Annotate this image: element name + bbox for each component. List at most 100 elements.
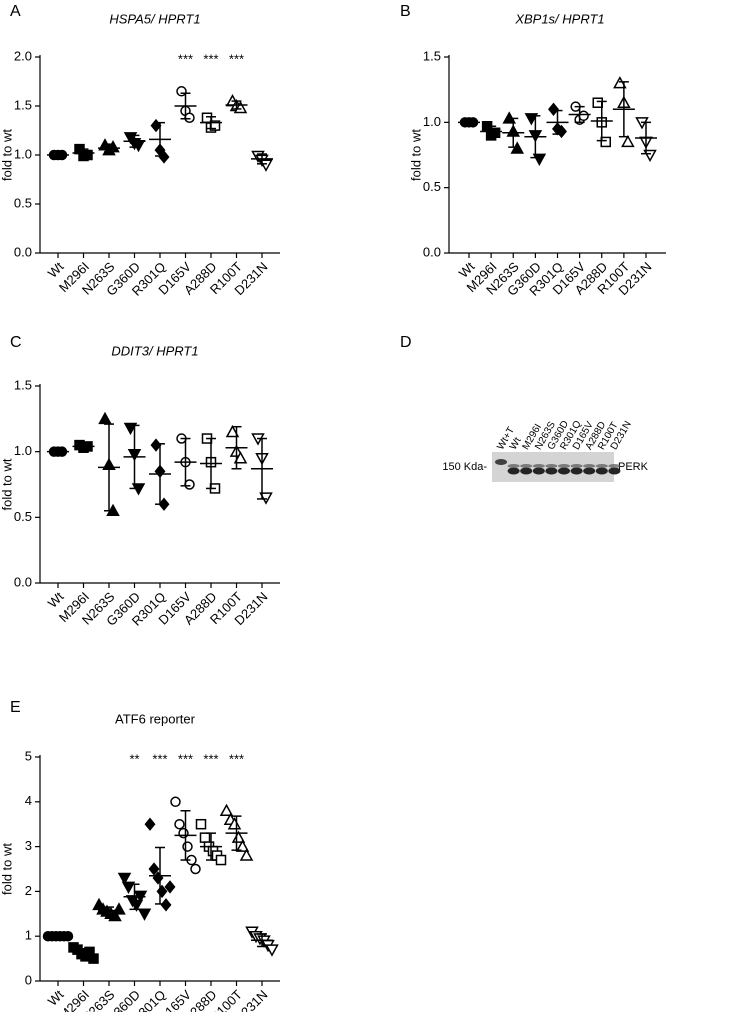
y-tick-label: 0.5 bbox=[14, 195, 32, 210]
data-point bbox=[578, 110, 589, 122]
data-point bbox=[219, 803, 234, 817]
data-point bbox=[195, 818, 207, 830]
y-tick-label: 1.0 bbox=[14, 146, 32, 161]
y-tick-label: 1 bbox=[25, 928, 32, 943]
band bbox=[507, 467, 520, 475]
data-point bbox=[170, 796, 181, 808]
data-point bbox=[510, 141, 525, 154]
protein-label: PERK bbox=[618, 461, 649, 473]
y-tick-label: 0.0 bbox=[14, 244, 32, 259]
band bbox=[595, 464, 608, 468]
band bbox=[520, 464, 533, 468]
data-point bbox=[112, 902, 126, 915]
data-point bbox=[613, 76, 627, 89]
chart-title: DDIT3/ HPRT1 bbox=[111, 343, 198, 358]
data-point bbox=[144, 817, 156, 831]
y-axis-label: fold to wt bbox=[408, 129, 423, 181]
band bbox=[583, 464, 596, 468]
chart-title: ATF6 reporter bbox=[115, 711, 196, 726]
data-point bbox=[199, 832, 211, 843]
data-point bbox=[182, 841, 193, 852]
data-point bbox=[225, 424, 240, 438]
data-point bbox=[184, 112, 195, 124]
band bbox=[595, 467, 608, 475]
data-point bbox=[265, 944, 279, 957]
significance: *** bbox=[178, 51, 193, 66]
band bbox=[545, 467, 558, 475]
band bbox=[570, 467, 583, 475]
data-point bbox=[137, 908, 152, 921]
y-tick-label: 0.5 bbox=[423, 179, 441, 194]
band bbox=[558, 464, 570, 468]
data-point bbox=[215, 854, 227, 866]
data-point bbox=[233, 100, 248, 114]
y-axis-label: fold to wt bbox=[0, 458, 14, 510]
panel-letter: B bbox=[400, 3, 411, 20]
y-tick-label: 1.0 bbox=[14, 443, 32, 458]
data-point bbox=[233, 451, 248, 464]
data-point bbox=[184, 479, 195, 490]
size-marker: 150 Kda- bbox=[442, 461, 487, 473]
y-tick-label: 1.5 bbox=[14, 97, 32, 112]
data-point bbox=[600, 136, 611, 148]
data-point bbox=[489, 127, 501, 139]
data-point bbox=[82, 149, 93, 161]
data-point bbox=[259, 492, 273, 505]
y-tick-label: 3 bbox=[25, 838, 32, 853]
band bbox=[583, 467, 596, 475]
blot: 150 Kda- PERK bbox=[442, 452, 649, 482]
data-point bbox=[148, 862, 160, 876]
band bbox=[570, 464, 583, 468]
panel-letter: C bbox=[10, 334, 22, 351]
band bbox=[507, 464, 520, 468]
data-point bbox=[592, 97, 603, 108]
chart-title: HSPA5/ HPRT1 bbox=[109, 11, 200, 26]
data-point bbox=[117, 872, 132, 886]
data-point bbox=[160, 898, 172, 912]
y-tick-label: 0.0 bbox=[423, 244, 441, 259]
data-point bbox=[174, 818, 185, 830]
panel-letter: E bbox=[10, 699, 21, 716]
band bbox=[608, 464, 621, 468]
y-tick-label: 0 bbox=[25, 972, 32, 987]
band bbox=[558, 467, 570, 475]
data-point bbox=[178, 827, 189, 839]
y-tick-label: 1.5 bbox=[423, 48, 441, 63]
band bbox=[608, 467, 621, 475]
significance: *** bbox=[229, 751, 244, 766]
band bbox=[495, 459, 507, 465]
band bbox=[545, 464, 558, 468]
data-point bbox=[259, 159, 273, 172]
y-tick-label: 2 bbox=[25, 883, 32, 898]
significance: *** bbox=[203, 751, 218, 766]
data-point bbox=[235, 839, 250, 852]
data-point bbox=[176, 86, 187, 97]
band bbox=[532, 467, 545, 475]
data-point bbox=[158, 150, 170, 164]
y-tick-label: 4 bbox=[25, 793, 32, 808]
significance: *** bbox=[203, 51, 218, 66]
data-point bbox=[98, 411, 112, 425]
significance: *** bbox=[229, 51, 244, 66]
y-tick-label: 0.5 bbox=[14, 509, 32, 524]
band bbox=[532, 464, 545, 468]
data-point bbox=[150, 438, 162, 452]
data-point bbox=[190, 863, 201, 875]
y-tick-label: 5 bbox=[25, 748, 32, 763]
y-tick-label: 2.0 bbox=[14, 48, 32, 63]
lane-label: Wt bbox=[508, 436, 524, 452]
significance: *** bbox=[178, 751, 193, 766]
data-point bbox=[548, 102, 559, 116]
chart-title: XBP1s/ HPRT1 bbox=[514, 11, 604, 26]
significance: ** bbox=[129, 751, 139, 766]
y-tick-label: 1.0 bbox=[423, 114, 441, 129]
y-axis-label: fold to wt bbox=[0, 843, 14, 895]
data-point bbox=[164, 880, 176, 894]
panel-letter: D bbox=[400, 334, 412, 351]
data-point bbox=[88, 953, 99, 964]
data-point bbox=[150, 118, 162, 133]
data-point bbox=[108, 908, 122, 922]
data-point bbox=[621, 134, 635, 148]
data-point bbox=[239, 848, 254, 861]
